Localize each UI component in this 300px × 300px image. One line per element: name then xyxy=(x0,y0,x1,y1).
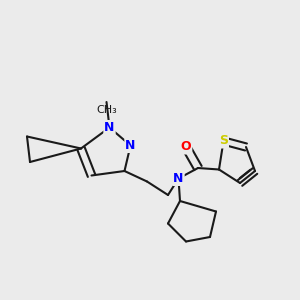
Text: N: N xyxy=(104,121,115,134)
Text: N: N xyxy=(125,139,136,152)
Text: N: N xyxy=(173,172,184,185)
Text: CH₃: CH₃ xyxy=(96,105,117,115)
Text: O: O xyxy=(181,140,191,154)
Text: S: S xyxy=(219,134,228,148)
